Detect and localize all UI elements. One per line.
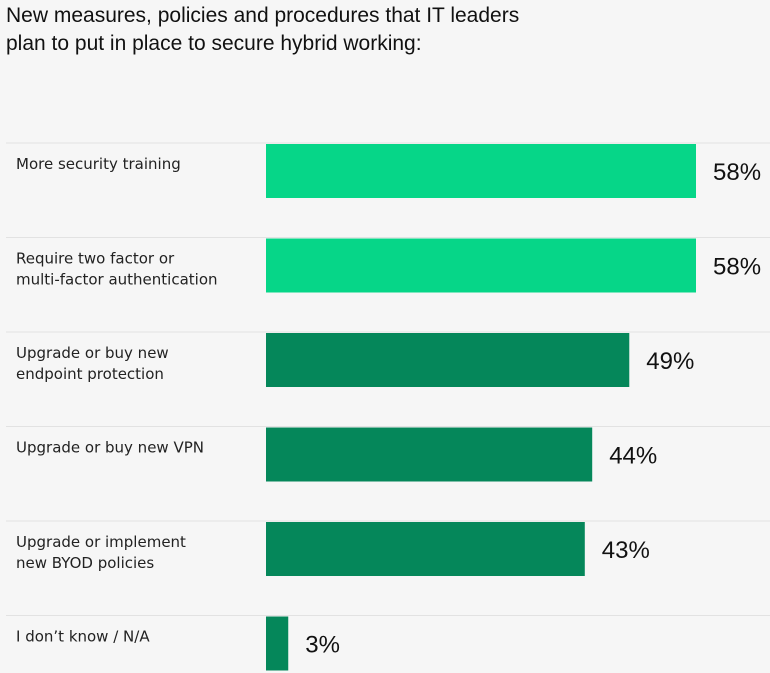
value-label: 44% bbox=[609, 443, 657, 470]
bar bbox=[266, 427, 593, 482]
value-label: 58% bbox=[713, 159, 761, 186]
value-label: 49% bbox=[646, 348, 694, 375]
category-label-line: multi-factor authentication bbox=[16, 271, 218, 289]
bar bbox=[266, 616, 289, 671]
bar bbox=[266, 144, 696, 198]
category-label: Upgrade or buy new VPN bbox=[16, 439, 204, 457]
category-label: I don’t know / N/A bbox=[16, 628, 150, 646]
value-label: 3% bbox=[305, 632, 340, 659]
category-label-line: endpoint protection bbox=[16, 365, 164, 383]
chart-title: New measures, policies and procedures th… bbox=[6, 2, 606, 58]
bar bbox=[266, 238, 696, 293]
chart-title-line-1: New measures, policies and procedures th… bbox=[6, 4, 520, 27]
category-label-line: Upgrade or buy new VPN bbox=[16, 439, 204, 457]
bar bbox=[266, 333, 630, 387]
category-label: Upgrade or implement new BYOD policies bbox=[16, 533, 186, 572]
category-label-line: new BYOD policies bbox=[16, 554, 154, 572]
category-label: More security training bbox=[16, 155, 181, 173]
chart-title-line-2: plan to put in place to secure hybrid wo… bbox=[6, 32, 422, 55]
category-label-line: Upgrade or implement bbox=[16, 533, 186, 551]
category-label-line: I don’t know / N/A bbox=[16, 628, 150, 646]
category-label-line: Upgrade or buy new bbox=[16, 344, 169, 362]
category-label: Upgrade or buy new endpoint protection bbox=[16, 344, 169, 383]
value-label: 43% bbox=[602, 537, 650, 564]
category-label: Require two factor or multi-factor authen… bbox=[16, 250, 218, 289]
bar bbox=[266, 522, 585, 576]
value-label: 58% bbox=[713, 254, 761, 281]
category-label-line: Require two factor or bbox=[16, 250, 175, 268]
category-label-line: More security training bbox=[16, 155, 181, 173]
